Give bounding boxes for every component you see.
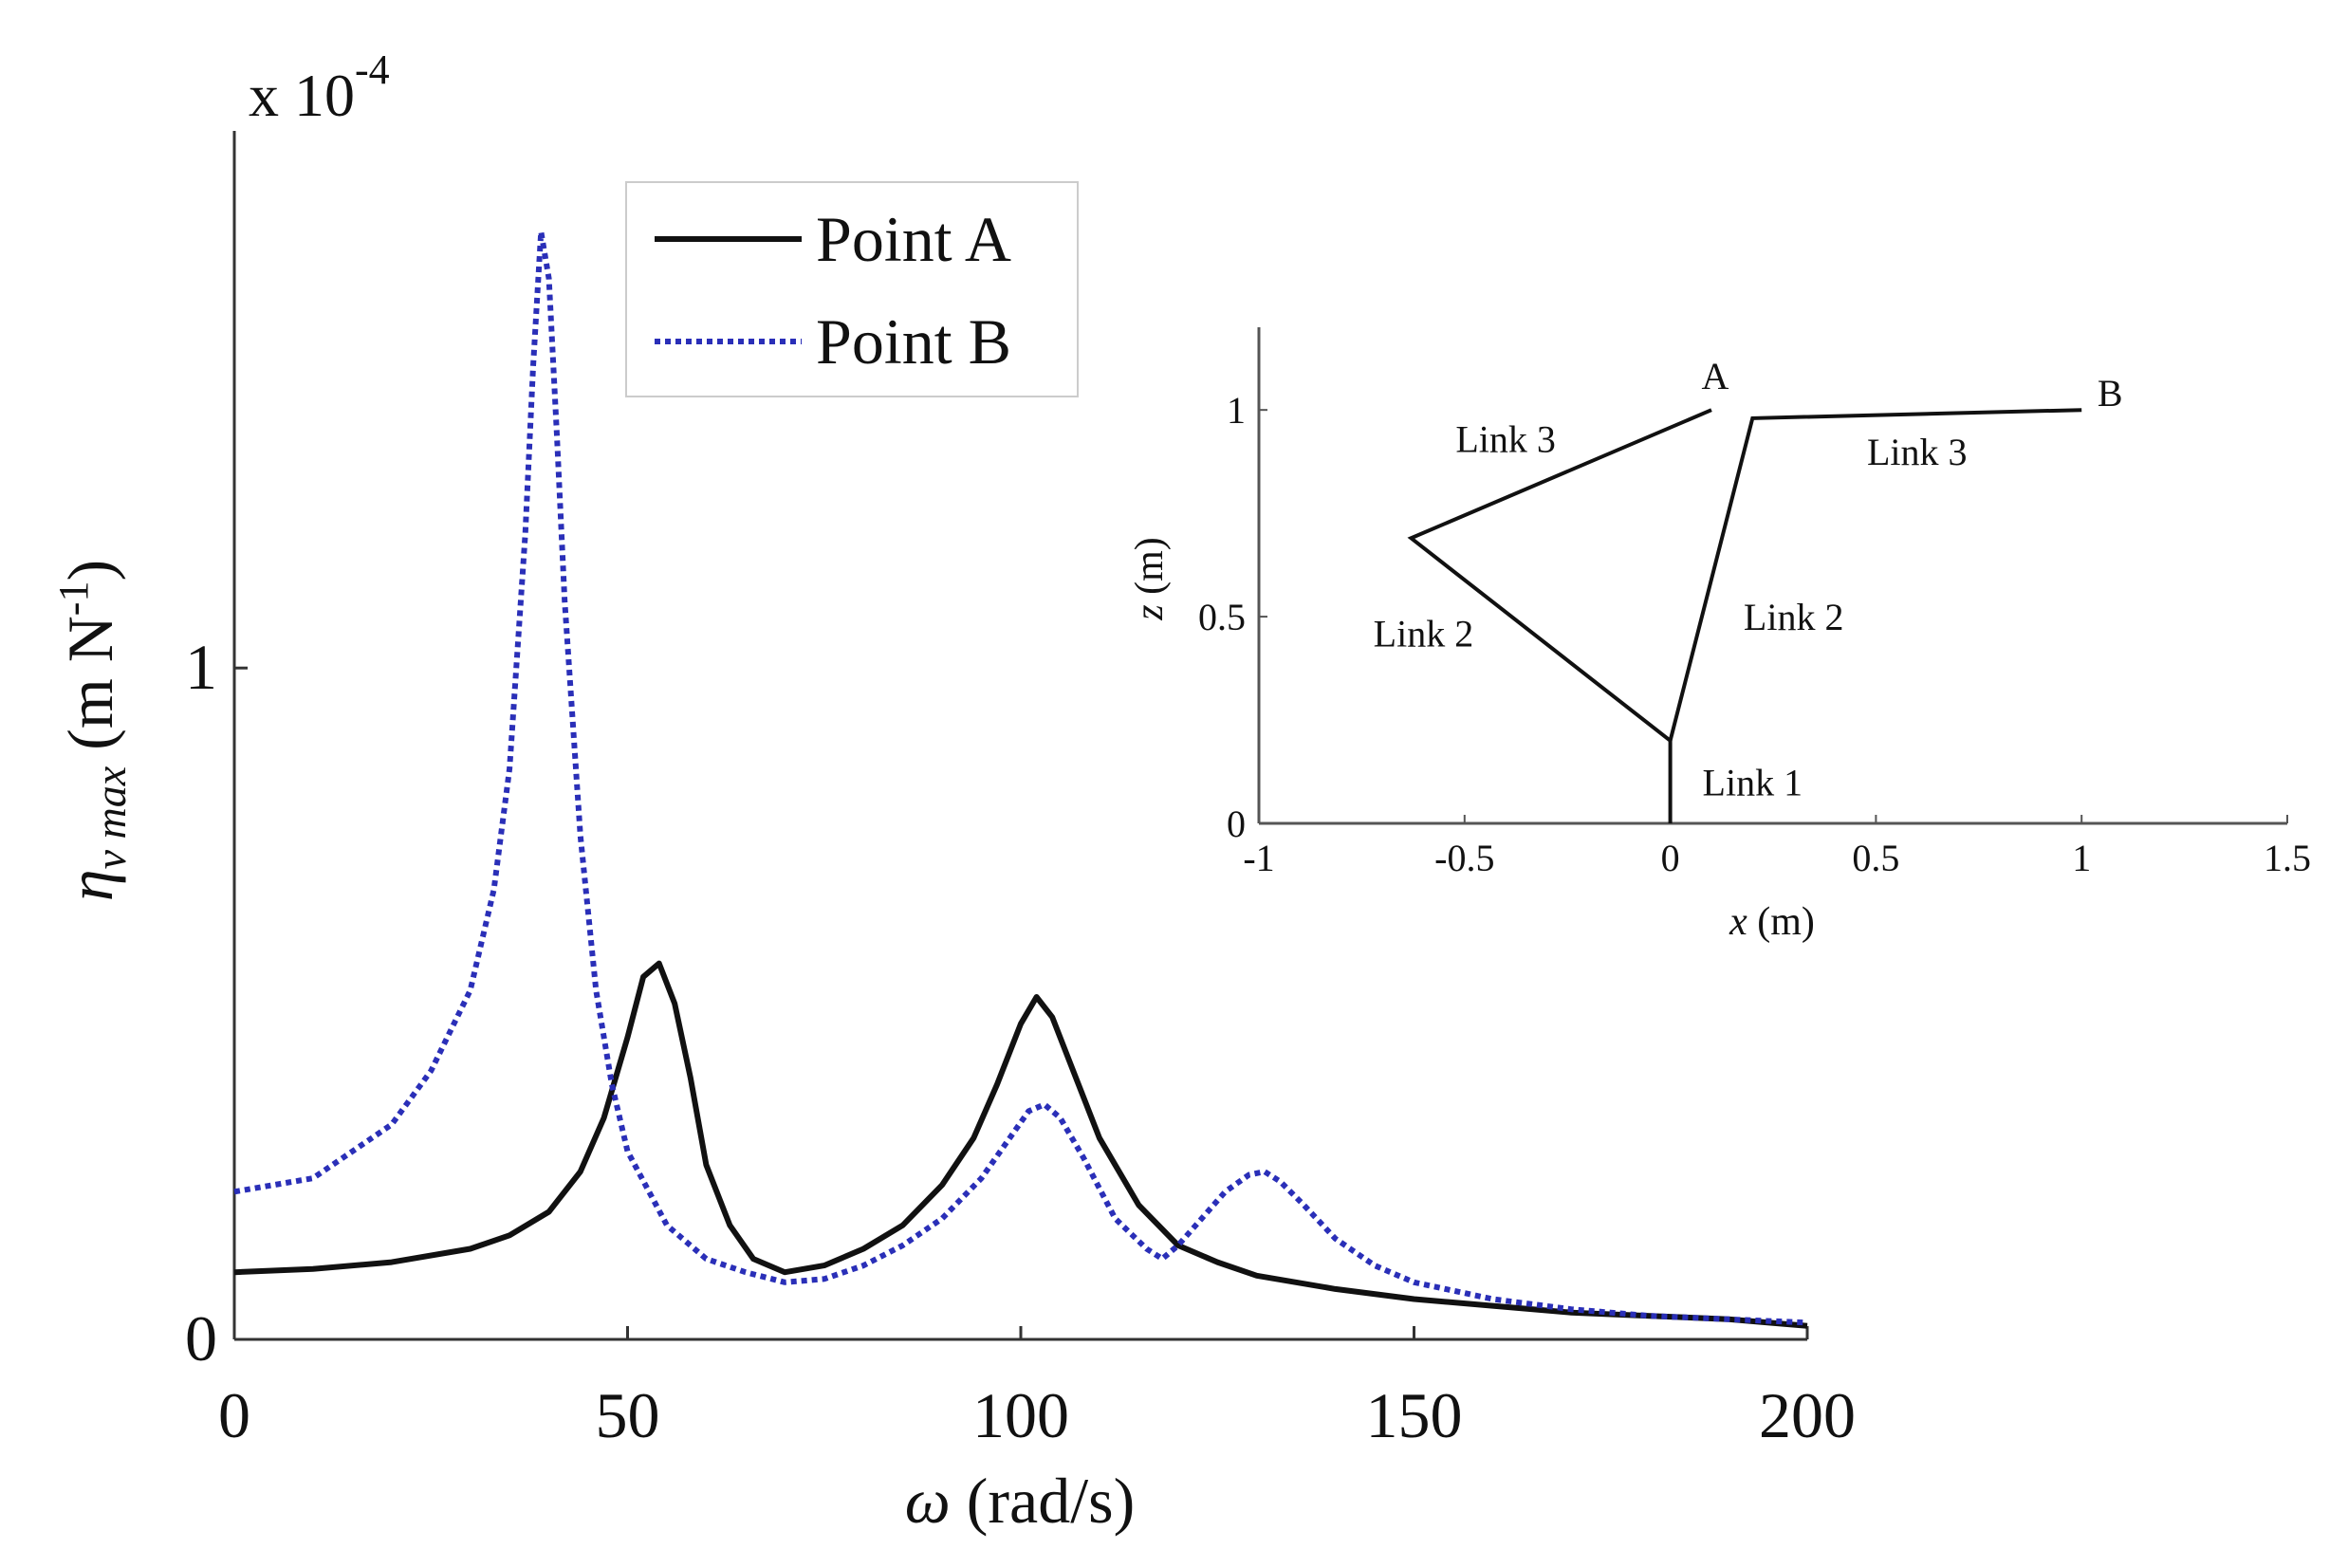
series-line-point-a — [233, 960, 1808, 1329]
main-ticks: 0 50 100 150 200 0 1 — [185, 631, 1856, 1451]
inset-annotation-a: A — [1702, 355, 1729, 397]
main-x-axis-label: ω (rad/s) — [905, 1465, 1136, 1537]
main-series — [233, 229, 1808, 1329]
main-x-tick-label: 50 — [596, 1379, 660, 1451]
main-x-tick-label: 0 — [218, 1379, 250, 1451]
main-x-tick-label: 100 — [972, 1379, 1069, 1451]
main-y-tick-label: 1 — [185, 631, 217, 703]
inset-y-tick-label: 1 — [1227, 389, 1246, 432]
inset-annotation-link-3: Link 3 — [1455, 418, 1556, 461]
inset-x-axis-label: x (m) — [1729, 900, 1815, 944]
inset-series — [1407, 408, 2082, 823]
inset-x-tick-label: -0.5 — [1434, 837, 1494, 879]
main-x-tick-label: 200 — [1759, 1379, 1856, 1451]
inset-x-tick-label: 0 — [1661, 837, 1680, 879]
main-x-tick-label: 150 — [1366, 1379, 1463, 1451]
inset-y-tick-label: 0.5 — [1198, 596, 1246, 638]
legend-label-point-a: Point A — [816, 203, 1011, 275]
inset-annotation-link-3: Link 3 — [1867, 431, 1968, 473]
inset-annotation-link-2: Link 2 — [1744, 596, 1844, 638]
inset-y-axis-label: z (m) — [1128, 537, 1172, 621]
inset-annotations: A B Link 3 Link 3 Link 2 Link 2 Link 1 — [1374, 355, 2123, 803]
inset-x-tick-label: 1.5 — [2264, 837, 2311, 879]
inset-x-tick-label: 1 — [2072, 837, 2091, 879]
inset-annotation-b: B — [2098, 372, 2123, 415]
inset-ticks: -1 -0.5 0 0.5 1 1.5 0 0.5 1 — [1198, 389, 2311, 879]
exponent-label: x 10-4 — [249, 46, 390, 129]
inset-annotation-link-2: Link 2 — [1374, 613, 1474, 655]
inset-x-tick-label: 0.5 — [1852, 837, 1899, 879]
inset-x-tick-label: -1 — [1243, 837, 1274, 879]
inset-plot: -1 -0.5 0 0.5 1 1.5 0 0.5 1 A B Link 3 Link 3 Link 2… — [1128, 327, 2311, 944]
legend: Point A Point B — [625, 181, 1079, 397]
inset-line-configuration-b — [1668, 408, 2082, 742]
legend-box — [625, 181, 1079, 397]
inset-line-configuration-a — [1407, 408, 1712, 823]
series-line-point-b — [233, 229, 1808, 1326]
inset-axes — [1257, 327, 2287, 825]
inset-y-tick-label: 0 — [1227, 802, 1246, 845]
main-y-tick-label: 0 — [185, 1302, 217, 1374]
main-y-axis-label: ηv max (m N-1) — [50, 560, 135, 901]
inset-annotation-link-1: Link 1 — [1703, 761, 1803, 803]
legend-label-point-b: Point B — [816, 305, 1011, 378]
